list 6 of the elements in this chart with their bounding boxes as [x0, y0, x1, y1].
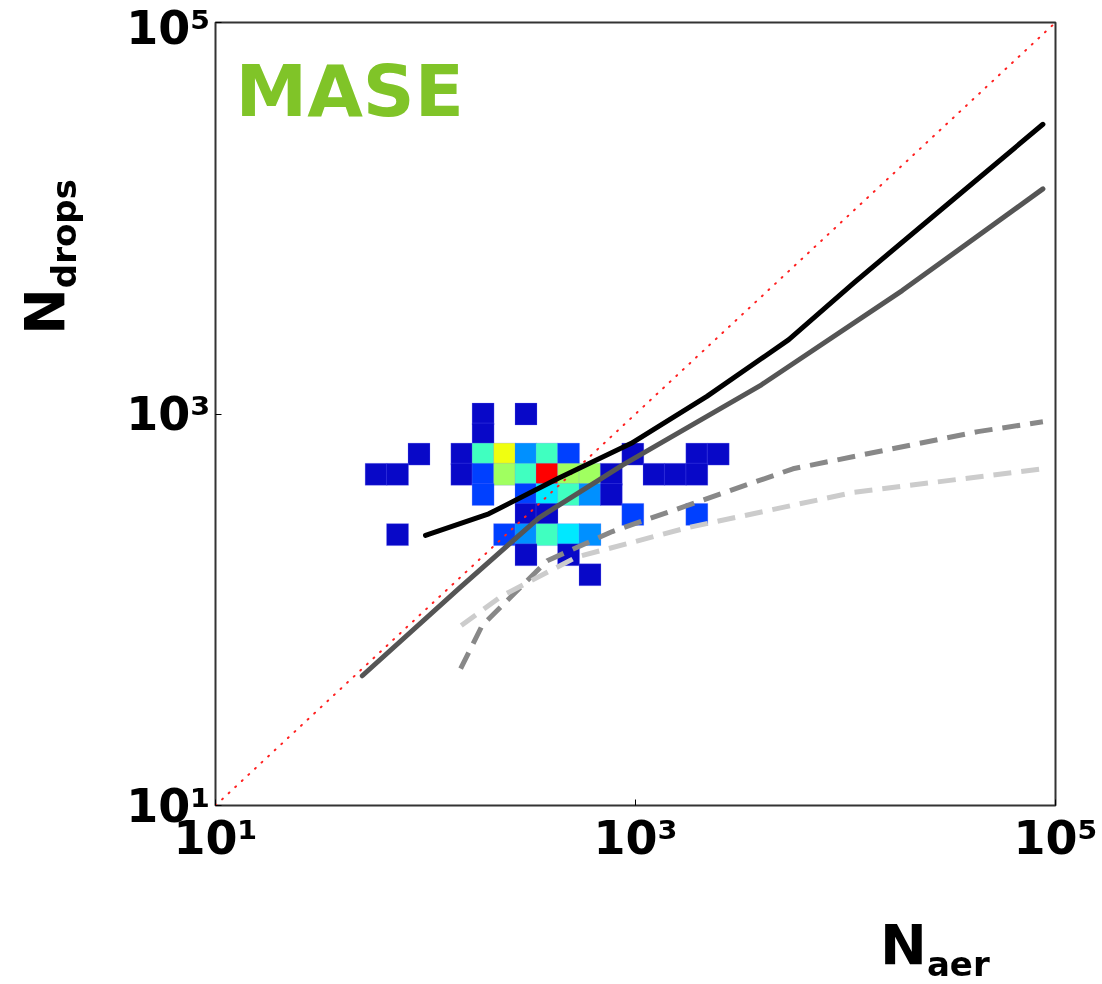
annotation: MASE	[235, 48, 464, 133]
x-axis-title: N$_{aer}$	[880, 911, 990, 984]
y-tick-label: 10³	[126, 387, 211, 441]
x-tick-label: 10⁵	[1013, 810, 1098, 865]
x-tick-label: 10³	[593, 810, 678, 865]
y-tick-label: 10⁵	[126, 0, 211, 55]
